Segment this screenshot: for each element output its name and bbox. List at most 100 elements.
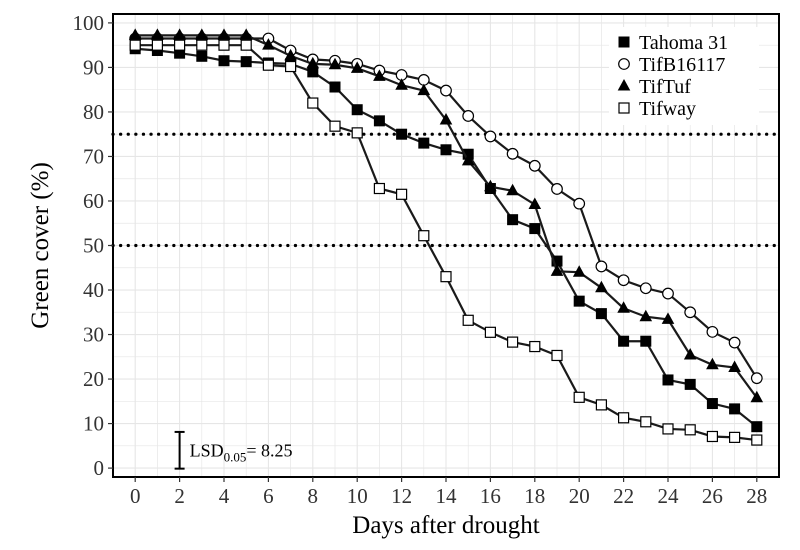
data-point: [728, 431, 741, 443]
data-point: [484, 130, 497, 143]
data-point: [684, 378, 696, 390]
data-point: [728, 360, 741, 372]
legend-item: TifTuf: [617, 76, 691, 98]
data-point: [173, 28, 186, 40]
data-point: [484, 326, 496, 338]
data-point: [640, 416, 652, 428]
series-group: [128, 28, 764, 446]
data-point: [572, 265, 586, 277]
data-point: [640, 335, 652, 347]
data-point: [128, 28, 142, 40]
y-tick-label: 20: [83, 367, 104, 391]
y-tick-label: 50: [83, 234, 104, 258]
x-tick-label: 20: [569, 484, 590, 508]
y-tick-label: 30: [83, 323, 104, 347]
y-tick-label: 40: [83, 278, 104, 302]
data-point: [417, 83, 431, 96]
x-tick-label: 14: [436, 484, 458, 508]
data-point: [729, 403, 741, 415]
data-point: [617, 274, 630, 287]
lsd-label: LSD0.05= 8.25: [190, 440, 293, 464]
legend-key: [618, 58, 630, 70]
data-point: [217, 28, 231, 40]
data-point: [728, 336, 741, 349]
data-point: [329, 120, 341, 132]
legend-item: Tahoma 31: [618, 32, 728, 54]
data-point: [306, 56, 320, 69]
series-tiftuf: [128, 28, 764, 403]
y-tick-label: 10: [83, 412, 104, 436]
y-axis-title: Green cover (%): [27, 162, 54, 329]
x-tick-label: 6: [263, 484, 274, 508]
data-point: [328, 57, 342, 70]
data-point: [373, 182, 385, 195]
y-tick-label: 60: [83, 189, 104, 213]
data-point: [662, 287, 674, 300]
lsd-label-value: = 8.25: [246, 440, 292, 460]
data-point: [395, 78, 408, 90]
lsd-label-subscript: 0.05: [224, 449, 247, 464]
data-point: [706, 398, 718, 410]
data-point: [462, 110, 475, 122]
data-point: [639, 282, 652, 295]
data-point: [507, 214, 519, 226]
data-point: [507, 336, 519, 348]
lsd-label-main: LSD: [190, 440, 224, 460]
data-point: [662, 423, 674, 435]
data-point: [750, 372, 763, 385]
data-point: [396, 188, 408, 200]
legend-label: Tahoma 31: [639, 32, 728, 54]
reference-lines: [111, 132, 781, 248]
x-tick-label: 8: [308, 484, 319, 508]
data-point: [196, 50, 208, 62]
data-point: [528, 159, 541, 172]
legend-label: Tifway: [639, 98, 696, 120]
data-point: [418, 230, 430, 242]
data-point: [506, 147, 519, 160]
data-point: [195, 28, 209, 40]
data-point: [218, 39, 230, 51]
data-point: [529, 223, 541, 235]
x-tick-label: 12: [391, 484, 412, 508]
data-point: [440, 144, 452, 156]
data-point: [440, 84, 452, 97]
data-point: [351, 104, 363, 116]
legend-key: [617, 79, 631, 91]
data-point: [661, 312, 675, 324]
legend-box: [609, 27, 759, 125]
data-point: [684, 306, 697, 319]
data-point: [506, 183, 519, 196]
x-tick-label: 22: [613, 484, 634, 508]
x-tick-label: 2: [174, 484, 185, 508]
x-tick-label: 18: [524, 484, 545, 508]
legend-key: [618, 102, 630, 114]
data-point: [595, 260, 608, 273]
data-point: [218, 55, 230, 67]
data-point: [484, 179, 497, 192]
x-tick-label: 16: [480, 484, 501, 508]
data-point: [439, 112, 453, 125]
data-point: [262, 38, 275, 50]
data-point: [573, 295, 585, 307]
data-point: [262, 59, 274, 71]
x-tick-label: 4: [219, 484, 230, 508]
x-tick-label: 26: [702, 484, 723, 508]
x-axis-ticks: 0 2 4 6 8 10 12 14 16 18 20 22 24 26 28: [130, 477, 767, 508]
x-tick-label: 10: [347, 484, 368, 508]
data-point: [595, 308, 607, 320]
data-point: [618, 335, 630, 347]
data-point: [240, 56, 252, 68]
data-point: [151, 28, 164, 40]
y-tick-label: 0: [94, 456, 105, 480]
data-point: [751, 434, 763, 446]
data-point: [573, 391, 585, 403]
data-point: [639, 309, 653, 322]
data-point: [151, 39, 163, 51]
series-tifway: [129, 39, 763, 446]
data-point: [529, 340, 541, 353]
data-point: [662, 374, 674, 386]
data-point: [684, 424, 696, 436]
legend-label: TifTuf: [639, 76, 691, 98]
legend-item: Tifway: [618, 98, 696, 120]
data-point: [551, 183, 563, 195]
